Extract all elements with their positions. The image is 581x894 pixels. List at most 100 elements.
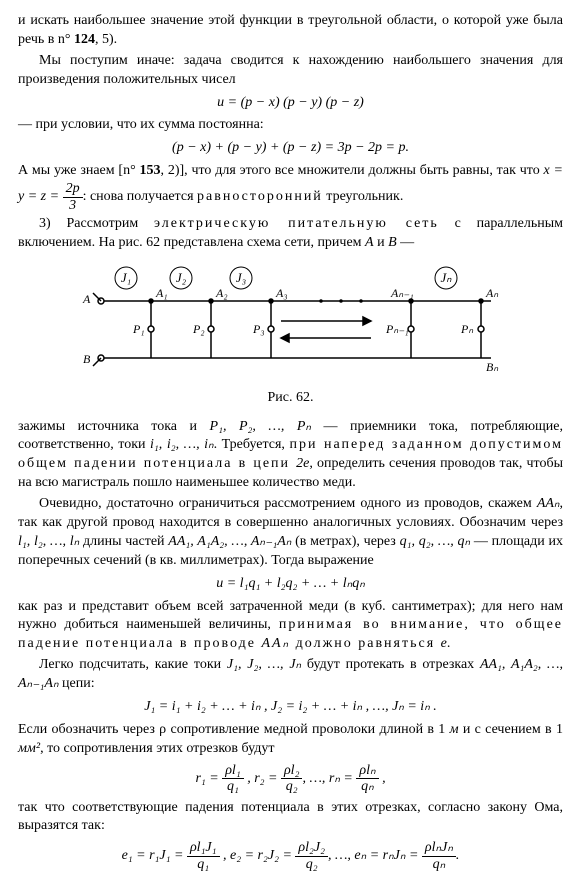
sep: , <box>244 771 255 786</box>
text: — <box>397 235 415 250</box>
sym-lseq: l₁, l₂, …, lₙ <box>18 534 79 549</box>
text-spaced: должно равняться <box>290 636 441 651</box>
num: ρlₙ <box>356 763 378 779</box>
num: ρl₂ <box>281 763 302 779</box>
den: q₂ <box>295 857 328 872</box>
num: ρlₙJₙ <box>422 840 456 856</box>
para-resistance: Если обозначить через ρ сопротивление ме… <box>18 721 563 759</box>
svg-text:P₂: P₂ <box>192 322 205 336</box>
figure-62-caption: Рис. 62. <box>18 389 563 408</box>
svg-text:J₂: J₂ <box>175 270 186 285</box>
svg-text:J₃: J₃ <box>235 270 245 285</box>
formula-sum: (p − x) + (p − y) + (p − z) = 3p − 2p = … <box>18 139 563 158</box>
para-known-result: А мы уже знаем [n° 153, 2)], что для это… <box>18 162 563 213</box>
sep: , …, <box>328 848 354 863</box>
formula-u-volume: u = l₁q₁ + l₂q₂ + … + lₙqₙ <box>18 575 563 594</box>
den: qₙ <box>356 779 378 794</box>
text: : снова получается <box>83 189 197 204</box>
ref-124: 124 <box>74 32 95 47</box>
svg-text:P₁: P₁ <box>132 322 145 336</box>
svg-text:Bₙ: Bₙ <box>486 360 498 374</box>
numerator: 2p <box>63 181 83 197</box>
para-sum-constant: — при условии, что их сумма постоянна: <box>18 116 563 135</box>
sep: , <box>379 771 386 786</box>
text: цепи: <box>59 676 95 691</box>
den: qₙ <box>422 857 456 872</box>
den: q₁ <box>187 857 220 872</box>
r1-label: r₁ = <box>195 771 222 786</box>
formula-e: e₁ = r₁J₁ = ρl₁J₁q₁ , e₂ = r₂J₂ = ρl₂J₂q… <box>18 840 563 872</box>
text: А мы уже знаем [n° <box>18 163 140 178</box>
para-one-wire: Очевидно, достаточно ограничиться рассмо… <box>18 495 563 571</box>
para-volume-min: как раз и представит объем всей затрачен… <box>18 598 563 655</box>
num: ρl₁J₁ <box>187 840 220 856</box>
text: зажимы источника тока и <box>18 419 210 434</box>
svg-text:P₃: P₃ <box>252 322 265 336</box>
text: Мы поступим иначе: задача сводится к нах… <box>18 53 563 87</box>
sym-AAn: AAₙ <box>261 636 290 651</box>
para-triangle-region: и искать наибольшее значение этой функци… <box>18 12 563 50</box>
frac-en: ρlₙJₙqₙ <box>422 840 456 872</box>
text: Очевидно, достаточно ограничиться рассмо… <box>39 496 537 511</box>
svg-text:A₂: A₂ <box>215 286 228 300</box>
svg-text:A₃: A₃ <box>275 286 288 300</box>
sym-qseq: q₁, q₂, …, qₙ <box>400 534 471 549</box>
num: ρl₁ <box>222 763 243 779</box>
sep: , …, <box>302 771 328 786</box>
formula-u-product: u = (p − x) (p − y) (p − z) <box>18 94 563 113</box>
svg-text:Aₙ: Aₙ <box>485 286 498 300</box>
sym-AAn: AAₙ <box>537 496 560 511</box>
e1-label: e₁ = r₁J₁ = <box>122 848 187 863</box>
para-currents: Легко подсчитать, какие токи J₁, J₂, …, … <box>18 656 563 694</box>
text: и с сечением в 1 <box>459 722 563 737</box>
svg-text:Pₙ₋₁: Pₙ₋₁ <box>385 322 409 336</box>
text: и <box>374 235 389 250</box>
figure-62-diagram: J₁ J₂ J₃ Jₙ A A₁ A₂ A₃ Aₙ₋₁ Aₙ B Bₙ P₁ P… <box>71 263 511 383</box>
sym-AAseq: AA₁, A₁A₂, …, Aₙ₋₁Aₙ <box>168 534 291 549</box>
e2-label: e₂ = r₂J₂ = <box>230 848 295 863</box>
para-electric-network: 3) Рассмотрим электрическую питательную … <box>18 215 563 253</box>
frac-r1: ρl₁q₁ <box>222 763 243 795</box>
en-label: eₙ = rₙJₙ = <box>354 848 422 863</box>
text: . <box>447 636 451 651</box>
svg-text:Jₙ: Jₙ <box>440 270 452 285</box>
text: 3) Рассмотрим <box>39 216 154 231</box>
sym-A: A <box>365 235 374 250</box>
svg-text:A₁: A₁ <box>155 286 168 300</box>
text: треугольник. <box>323 189 404 204</box>
sym-iseq: i₁, i₂, …, iₙ <box>150 437 214 452</box>
sym-Pseq: P₁, P₂, …, Pₙ <box>210 419 311 434</box>
r2-label: r₂ = <box>254 771 281 786</box>
frac-e2: ρl₂J₂q₂ <box>295 840 328 872</box>
text: Легко подсчитать, какие токи <box>39 657 227 672</box>
text: Если обозначить через ρ сопротивление ме… <box>18 722 450 737</box>
frac-e1: ρl₁J₁q₁ <box>187 840 220 872</box>
ref-153: 153 <box>140 163 161 178</box>
svg-text:J₁: J₁ <box>120 270 130 285</box>
frac-2p-3: 2p3 <box>63 181 83 213</box>
svg-text:A: A <box>82 292 91 306</box>
num: ρl₂J₂ <box>295 840 328 856</box>
para-approach: Мы поступим иначе: задача сводится к нах… <box>18 52 563 90</box>
frac-r2: ρl₂q₂ <box>281 763 302 795</box>
text: , 5). <box>95 32 117 47</box>
text-spaced: равносторонний <box>197 189 323 204</box>
text-spaced: электрическую питательную сеть <box>154 216 439 231</box>
text: длины частей <box>79 534 168 549</box>
text: будут протекать в отрезках <box>301 657 480 672</box>
svg-text:Aₙ₋₁: Aₙ₋₁ <box>390 286 414 300</box>
text: , 2)], что для этого все множители должн… <box>161 163 544 178</box>
rn-label: rₙ = <box>329 771 356 786</box>
svg-text:B: B <box>83 352 91 366</box>
sym-2e: 2e <box>296 456 309 471</box>
sep: . <box>456 848 460 863</box>
frac-rn: ρlₙqₙ <box>356 763 378 795</box>
den: q₂ <box>281 779 302 794</box>
text: (в метрах), через <box>291 534 399 549</box>
formula-J: J₁ = i₁ + i₂ + … + iₙ , J₂ = i₂ + … + iₙ… <box>18 698 563 717</box>
unit-mm2: мм² <box>18 741 40 756</box>
unit-m: м <box>450 722 459 737</box>
sep: , <box>220 848 231 863</box>
sym-Jseq: J₁, J₂, …, Jₙ <box>227 657 301 672</box>
para-terminals: зажимы источника тока и P₁, P₂, …, Pₙ — … <box>18 418 563 494</box>
